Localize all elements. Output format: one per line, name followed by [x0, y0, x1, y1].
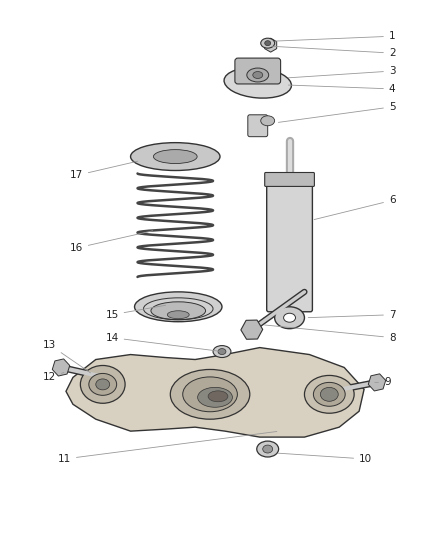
Ellipse shape — [151, 302, 205, 320]
Text: 8: 8 — [265, 325, 396, 343]
Text: 11: 11 — [58, 432, 277, 464]
Ellipse shape — [224, 68, 291, 98]
Ellipse shape — [134, 292, 222, 322]
Ellipse shape — [247, 68, 268, 82]
Text: 3: 3 — [288, 66, 396, 78]
Text: 16: 16 — [70, 231, 153, 253]
Ellipse shape — [213, 345, 231, 358]
Ellipse shape — [320, 387, 338, 401]
Text: 4: 4 — [288, 84, 396, 94]
Ellipse shape — [96, 379, 110, 390]
Ellipse shape — [263, 445, 273, 453]
FancyBboxPatch shape — [265, 173, 314, 187]
Text: 10: 10 — [279, 453, 372, 464]
Ellipse shape — [261, 116, 275, 126]
Text: 15: 15 — [106, 305, 166, 320]
Ellipse shape — [265, 41, 271, 46]
FancyBboxPatch shape — [267, 173, 312, 312]
Text: 12: 12 — [43, 373, 64, 382]
Text: 1: 1 — [276, 31, 396, 41]
Ellipse shape — [257, 441, 279, 457]
Ellipse shape — [170, 369, 250, 419]
Ellipse shape — [89, 374, 117, 395]
FancyBboxPatch shape — [248, 115, 268, 136]
Ellipse shape — [81, 366, 125, 403]
Text: 9: 9 — [375, 377, 391, 387]
Ellipse shape — [314, 382, 345, 406]
Text: 5: 5 — [279, 102, 396, 123]
Ellipse shape — [218, 349, 226, 354]
FancyBboxPatch shape — [235, 58, 281, 84]
Text: 6: 6 — [314, 196, 396, 220]
Text: 14: 14 — [106, 333, 219, 351]
Ellipse shape — [153, 150, 197, 164]
Ellipse shape — [283, 313, 296, 322]
Ellipse shape — [261, 38, 275, 48]
Ellipse shape — [275, 307, 304, 329]
Ellipse shape — [131, 143, 220, 171]
Ellipse shape — [183, 377, 237, 411]
Text: 17: 17 — [70, 161, 138, 181]
Ellipse shape — [198, 387, 233, 407]
Text: 2: 2 — [272, 46, 396, 58]
Text: 13: 13 — [43, 340, 91, 373]
Ellipse shape — [304, 375, 354, 413]
Ellipse shape — [167, 311, 189, 319]
Polygon shape — [66, 348, 364, 437]
Text: 7: 7 — [308, 310, 396, 320]
Ellipse shape — [253, 71, 263, 78]
Ellipse shape — [208, 391, 228, 402]
